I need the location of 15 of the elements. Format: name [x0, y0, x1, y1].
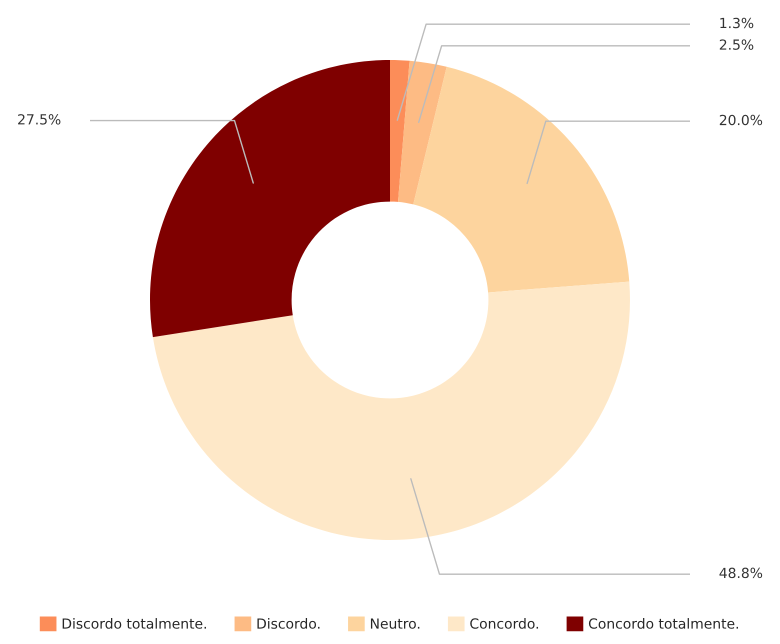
legend-label: Concordo.	[470, 618, 538, 629]
donut-slice	[152, 282, 630, 540]
data-label: 2.5%	[720, 39, 754, 50]
data-label: 20.0%	[720, 114, 762, 126]
data-label: 1.3%	[720, 18, 754, 28]
legend-label: Discordo totalmente.	[62, 618, 206, 629]
legend-label: Discordo.	[257, 618, 320, 629]
donut-slice	[390, 60, 410, 202]
legend-label: Neutro.	[370, 618, 420, 629]
donut-slice	[413, 66, 630, 292]
legend-label: Concordo totalmente.	[588, 618, 738, 629]
data-label: 27.5%	[18, 114, 60, 125]
data-label: 48.8%	[719, 568, 762, 578]
donut-slice	[398, 60, 447, 204]
donut-slice	[150, 60, 390, 338]
